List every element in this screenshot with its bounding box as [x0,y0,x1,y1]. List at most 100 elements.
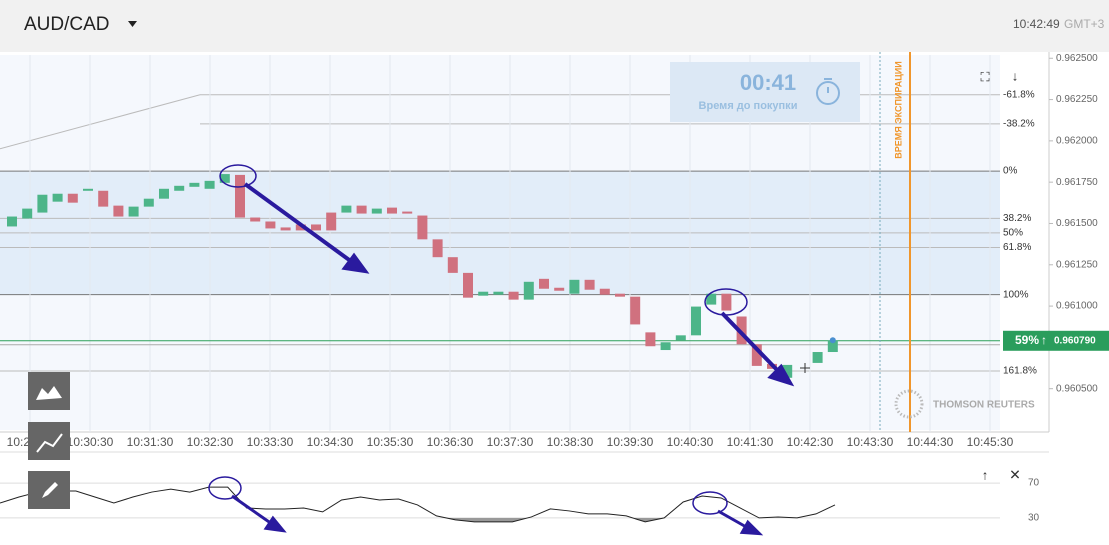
time-label: 10:38:30 [547,435,594,449]
timer-time: 00:41 [740,70,796,95]
candle-body [554,287,565,291]
stopwatch-hand [824,78,832,93]
candle-body [280,227,291,231]
candle-body [706,293,717,305]
time-label: 10:44:30 [907,435,954,449]
time-label: 10:42:30 [787,435,834,449]
time-label: 10:45:30 [967,435,1014,449]
candle-body [295,224,306,231]
candle-body [371,208,382,214]
time-label: 10:34:30 [307,435,354,449]
price-tick-label: 0.960500 [1056,383,1098,394]
candle-body [128,206,139,217]
price-tick-label: 0.962500 [1056,53,1098,64]
candle-body [584,279,595,290]
time-label: 10:36:30 [427,435,474,449]
candle-body [219,174,230,183]
expiration-label: ВРЕМЯ ЭКСПИРАЦИИ [893,61,903,158]
arrowhead [341,252,370,274]
fib-label: 38.2% [1003,213,1031,224]
candle-body [341,205,352,213]
arrow [243,182,354,264]
time-label: 10:37:30 [487,435,534,449]
stopwatch-icon [816,81,840,105]
last-price-dot [829,337,836,344]
oversold-fill [446,518,664,522]
arrowhead [767,363,795,387]
payout-direction: ↑ [1041,333,1047,347]
drawing-icon [42,482,58,498]
panel-close-button[interactable]: ✕ [1009,467,1021,483]
price-tick-label: 0.962250 [1056,94,1098,105]
arrow [720,311,781,374]
candle-body [204,180,215,189]
candle-body [250,217,261,222]
candle-body [539,278,549,289]
candle-body [98,190,109,207]
candle-body [52,193,63,202]
fib-label: 50% [1003,228,1023,239]
candle-body [447,257,458,273]
time-label: 10:41:30 [727,435,774,449]
candle-body [174,185,185,191]
current-price: 0.960790 [1054,335,1096,346]
candle-body [630,296,641,325]
candle-body [508,291,519,300]
header-bar [0,0,1109,52]
collapse-button[interactable]: ↓ [1012,68,1019,83]
candle-body [615,293,625,297]
arrow [717,509,749,530]
fib-label: 61.8% [1003,242,1031,253]
arrowhead [263,515,287,533]
panel-up-button[interactable]: ↑ [982,467,989,482]
chart-type-icon [36,386,62,400]
candle-body [189,182,200,187]
price-tick-label: 0.961500 [1056,218,1098,229]
candle-body [67,193,78,203]
clock: 10:42:49 [1013,17,1060,31]
indicators-button[interactable] [28,422,70,460]
watermark: THOMSON REUTERS [933,400,1035,411]
payout: 59% [1015,333,1039,347]
time-label: 10:31:30 [127,435,174,449]
annotation-circle [692,491,728,515]
fullscreen-button[interactable]: ⛶ [979,69,990,84]
crosshair [800,363,810,373]
symbol[interactable]: AUD/CAD [24,14,110,35]
candle-body [478,291,489,296]
candle-body [493,291,504,295]
symbol-dropdown[interactable] [128,21,137,27]
candle-body [432,239,443,258]
candle-body [691,306,701,336]
indicator-line [0,486,836,523]
candle-body [326,212,337,231]
chart-type-button[interactable] [28,372,70,410]
fib-label: -61.8% [1003,89,1035,100]
candle-body [827,340,838,353]
time-label: 10:43:30 [847,435,894,449]
candle-body [721,293,732,311]
candle-body [599,288,610,295]
candle-body [37,194,48,213]
timezone: GMT+3 [1064,17,1105,31]
candle-body [113,205,124,217]
price-flag [1003,330,1109,351]
reuters-logo [894,389,924,419]
candle-body [675,335,686,341]
candle-body [660,342,671,351]
timer-label: Время до покупки [699,100,798,112]
candle-body [751,344,762,366]
candle-body [265,221,276,229]
candle-body [569,279,580,294]
arrowhead [739,519,764,536]
candle-body [235,174,245,218]
candle-body [463,272,473,298]
indicators-icon [36,433,63,453]
time-label: 10:32:30 [187,435,234,449]
time-label: 10:39:30 [607,435,654,449]
price-tick-label: 0.961000 [1056,301,1098,312]
candle-body [22,208,33,219]
time-label: 10:40:30 [667,435,714,449]
candle-body [402,211,413,214]
